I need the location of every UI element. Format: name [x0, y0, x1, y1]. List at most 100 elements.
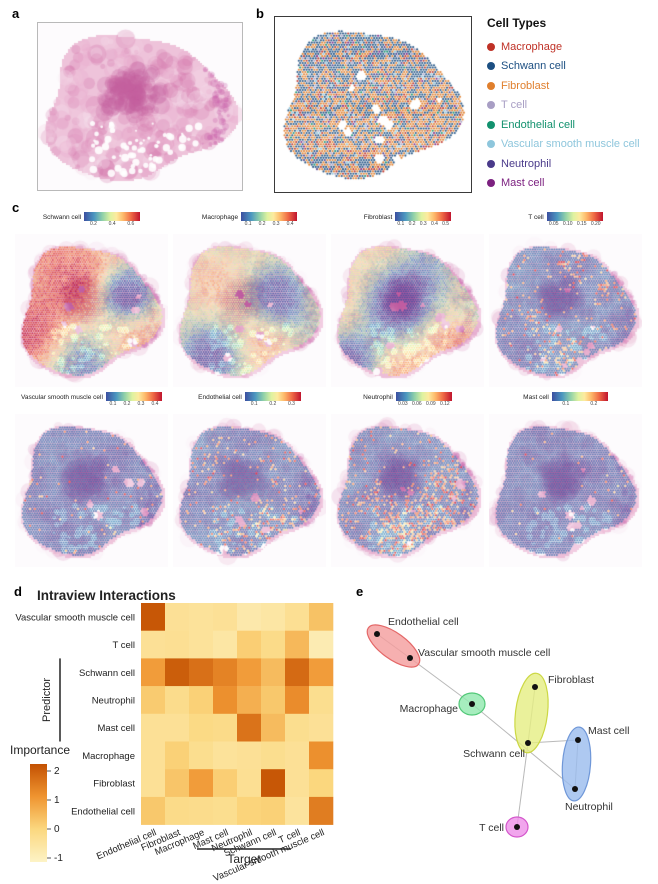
heatmap-cell	[189, 713, 214, 742]
tile-header: T cell 0.05 0.10 0.15 0.20	[489, 212, 642, 234]
colorbar-ticks: 0.1 0.2 0.3	[245, 401, 301, 407]
tile-canvas-vsmc	[15, 414, 168, 567]
heatmap-cell	[189, 686, 214, 715]
heatmap-cell	[141, 630, 166, 659]
tile-canvas-macrophage	[173, 234, 326, 387]
heatmap-cell	[165, 741, 190, 770]
network-node-macrophage	[469, 701, 475, 707]
predictor-label: Endothelial cell	[71, 806, 135, 817]
colorbar-tick: 0.2	[258, 221, 266, 227]
heatmap-cell	[189, 796, 214, 825]
heatmap-cell	[261, 769, 286, 798]
legend-item-vsmc: Vascular smooth muscle cell	[487, 135, 655, 155]
panel-b-spot-map	[274, 16, 472, 193]
panel-e-network: Endothelial cell Vascular smooth muscle c…	[366, 616, 629, 838]
heatmap-cell	[237, 796, 262, 825]
heatmap-cell	[189, 769, 214, 798]
heatmap-cell	[309, 713, 334, 742]
legend-dot-icon	[487, 42, 495, 51]
panel-label-a: a	[12, 6, 20, 21]
tile-label: Macrophage	[201, 214, 239, 221]
importance-label: Importance	[10, 743, 70, 757]
heatmap-cell	[189, 658, 214, 687]
tile-mast: Mast cell 0.1 0.2	[489, 392, 642, 567]
tile-canvas-endothelial	[173, 414, 326, 567]
colorbar-tick: 0.10	[562, 221, 573, 227]
tile-label: Fibroblast	[363, 214, 393, 221]
tile-label: Mast cell	[523, 394, 549, 401]
heatmap-cell	[237, 741, 262, 770]
heatmap-cell	[165, 796, 190, 825]
importance-tick: 2	[54, 766, 60, 777]
heatmap-cell	[141, 603, 166, 631]
legend-item-label: Endothelial cell	[501, 118, 575, 131]
heatmap-cell	[285, 741, 310, 770]
tile-macrophage: Macrophage 0.1 0.2 0.3 0.4	[173, 212, 326, 387]
heatmap-cell	[261, 796, 286, 825]
heatmap-cell	[285, 769, 310, 798]
network-node-fibroblast	[532, 684, 538, 690]
network-node-endothelial	[374, 631, 380, 637]
heatmap-cell	[165, 630, 190, 659]
legend-dot-icon	[487, 159, 495, 168]
predictor-label: Neutrophil	[92, 695, 135, 706]
colorbar-tick: 0.20	[590, 221, 601, 227]
importance-tick: -1	[54, 853, 63, 864]
legend-item-label: Fibroblast	[501, 79, 550, 92]
colorbar-ticks: 0.2 0.4 0.6	[84, 221, 140, 227]
cell-type-spot-canvas	[275, 17, 471, 192]
colorbar-tick: 0.5	[442, 221, 450, 227]
legend-item-schwann: Schwann cell	[487, 57, 655, 77]
tile-colorbar: 0.03 0.06 0.09 0.12	[395, 392, 452, 412]
he-image-canvas	[38, 23, 242, 190]
colorbar-tick: 0.6	[127, 221, 135, 227]
legend-item-macrophage: Macrophage	[487, 37, 655, 57]
legend-item-mast: Mast cell	[487, 174, 655, 194]
tile-schwann: Schwann cell 0.2 0.4 0.6	[15, 212, 168, 387]
tile-header: Macrophage 0.1 0.2 0.3 0.4	[173, 212, 326, 234]
colorbar-tick: 0.4	[430, 221, 438, 227]
heatmap-cell	[285, 686, 310, 715]
spectral-colorbar	[105, 392, 162, 401]
tile-canvas-schwann	[15, 234, 168, 387]
tile-label: Vascular smooth muscle cell	[21, 394, 103, 401]
panel-a-he-histology	[37, 22, 243, 191]
legend-item-label: Macrophage	[501, 40, 563, 53]
colorbar-tick: 0.1	[397, 221, 405, 227]
heatmap-cell	[309, 741, 334, 770]
predictor-label: Vascular smooth muscle cell	[15, 612, 135, 623]
tile-header: Vascular smooth muscle cell 0.1 0.2 0.3 0.4	[15, 392, 168, 414]
heatmap-cell	[309, 630, 334, 659]
network-node-label: Mast cell	[588, 725, 629, 737]
legend-item-label: Vascular smooth muscle cell	[501, 138, 640, 151]
colorbar-tick: 0.03	[397, 401, 408, 407]
legend-title: Cell Types	[487, 16, 547, 30]
tile-canvas-neutrophil	[331, 414, 484, 567]
legend-dot-icon	[487, 140, 495, 149]
tile-endothelial: Endothelial cell 0.1 0.2 0.3	[173, 392, 326, 567]
predictor-label: Schwann cell	[79, 668, 135, 679]
colorbar-tick: 0.3	[419, 221, 427, 227]
tile-header: Neutrophil 0.03 0.06 0.09 0.12	[331, 392, 484, 414]
heatmap-cell	[141, 796, 166, 825]
colorbar-tick: 0.4	[286, 221, 294, 227]
spectral-colorbar	[241, 212, 298, 221]
tile-canvas-tcell	[489, 234, 642, 387]
tile-colorbar: 0.2 0.4 0.6	[84, 212, 141, 232]
heatmap-cell	[165, 686, 190, 715]
colorbar-tick: 0.15	[576, 221, 587, 227]
spectral-colorbar	[551, 392, 608, 401]
tile-tcell: T cell 0.05 0.10 0.15 0.20	[489, 212, 642, 387]
legend-items: Macrophage Schwann cell Fibroblast T cell En…	[487, 37, 655, 193]
tile-label: Endothelial cell	[198, 394, 242, 401]
colorbar-tick: 0.06	[411, 401, 422, 407]
heatmap-cell	[261, 686, 286, 715]
panel-label-c: c	[12, 200, 20, 215]
colorbar-tick: 0.2	[408, 221, 416, 227]
network-edge	[516, 742, 529, 828]
heatmap-cell	[213, 713, 238, 742]
heatmap-cell	[285, 603, 310, 631]
heatmap-cell	[213, 686, 238, 715]
tile-header: Mast cell 0.1 0.2	[489, 392, 642, 414]
